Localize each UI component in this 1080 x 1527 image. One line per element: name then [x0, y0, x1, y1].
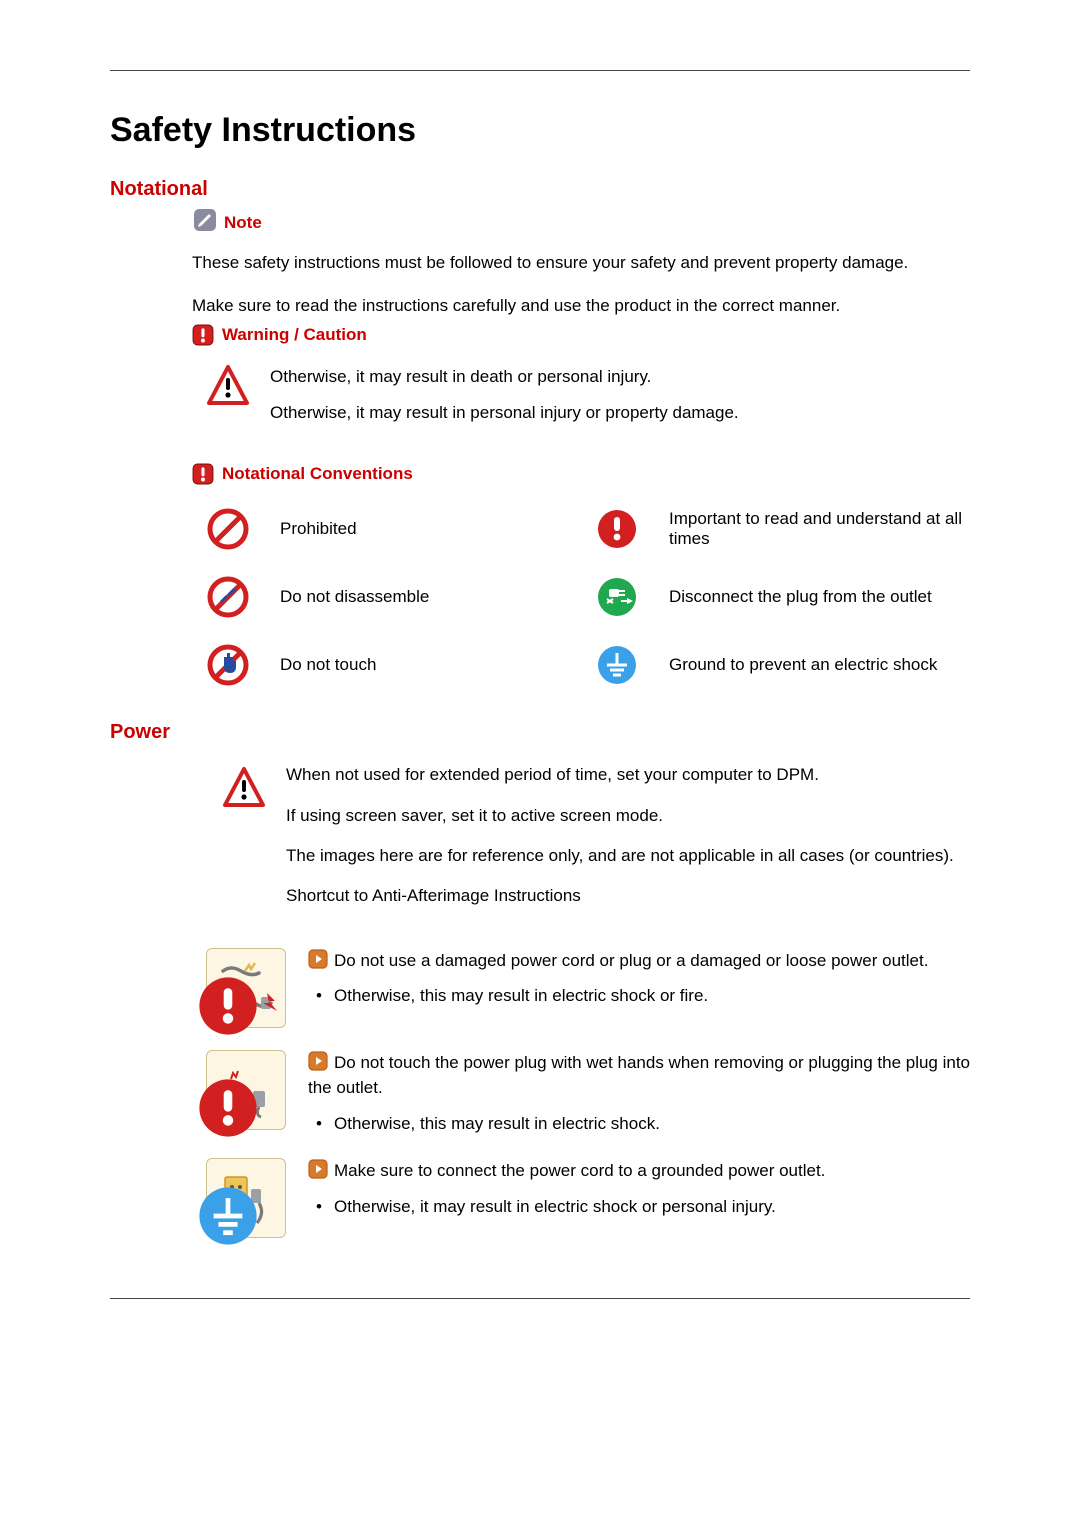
power-item-bullets: Otherwise, this may result in electric s…: [308, 1111, 970, 1137]
power-item-bullets: Otherwise, this may result in electric s…: [308, 983, 970, 1009]
section-heading-notational: Notational: [110, 178, 970, 201]
power-item-bullet: Otherwise, this may result in electric s…: [312, 983, 970, 1009]
power-warning-text: When not used for extended period of tim…: [286, 762, 954, 923]
conventions-heading: Notational Conventions: [222, 464, 413, 484]
conv-label-ground: Ground to prevent an electric shock: [669, 655, 970, 675]
illustration-damaged-cord: [206, 948, 286, 1028]
section-heading-power: Power: [110, 721, 970, 744]
important-badge-icon: [197, 1077, 259, 1139]
bullet-icon: [308, 1051, 328, 1071]
notational-para-1: These safety instructions must be follow…: [192, 251, 970, 276]
conventions-heading-row: Notational Conventions: [192, 463, 970, 485]
warning-heading-row: Warning / Caution: [192, 324, 970, 346]
power-item-bullets: Otherwise, it may result in electric sho…: [308, 1194, 970, 1220]
important-badge-icon: [197, 975, 259, 1037]
document-page: Safety Instructions Notational Note Thes…: [0, 0, 1080, 1359]
no-disassemble-icon: [206, 575, 250, 619]
warning-heading: Warning / Caution: [222, 325, 367, 345]
conventions-grid: Prohibited Important to read and underst…: [206, 507, 970, 687]
power-warn-line-4: Shortcut to Anti-Afterimage Instructions: [286, 883, 954, 909]
note-callout: Note: [192, 207, 970, 233]
power-content: When not used for extended period of tim…: [192, 762, 970, 1238]
page-title: Safety Instructions: [110, 111, 970, 150]
bullet-icon: [308, 949, 328, 969]
no-touch-icon: [206, 643, 250, 687]
important-icon: [595, 507, 639, 551]
power-item-title: Do not use a damaged power cord or plug …: [308, 948, 970, 974]
conv-label-nodisassemble: Do not disassemble: [280, 587, 581, 607]
notational-content: Note These safety instructions must be f…: [192, 207, 970, 687]
power-item-title-text: Do not use a damaged power cord or plug …: [334, 951, 928, 970]
power-item-title-text: Do not touch the power plug with wet han…: [308, 1053, 970, 1098]
note-icon: [192, 207, 218, 233]
exclamation-icon: [192, 463, 214, 485]
warning-line-1: Otherwise, it may result in death or per…: [270, 364, 739, 390]
power-item-title: Make sure to connect the power cord to a…: [308, 1158, 970, 1184]
illustration-grounded-outlet: [206, 1158, 286, 1238]
illustration-wet-hands: [206, 1050, 286, 1130]
ground-icon: [595, 643, 639, 687]
conv-label-prohibited: Prohibited: [280, 519, 581, 539]
warning-text: Otherwise, it may result in death or per…: [270, 364, 739, 435]
conv-label-important: Important to read and understand at all …: [669, 509, 970, 549]
warning-triangle-icon: [206, 364, 250, 408]
power-item-body: Do not touch the power plug with wet han…: [308, 1050, 970, 1137]
exclamation-icon: [192, 324, 214, 346]
power-item-body: Do not use a damaged power cord or plug …: [308, 948, 970, 1009]
power-item: Do not use a damaged power cord or plug …: [206, 948, 970, 1028]
power-warn-line-2: If using screen saver, set it to active …: [286, 803, 954, 829]
power-item: Do not touch the power plug with wet han…: [206, 1050, 970, 1137]
power-warning-block: When not used for extended period of tim…: [222, 762, 970, 923]
power-item-title-text: Make sure to connect the power cord to a…: [334, 1161, 825, 1180]
warning-line-2: Otherwise, it may result in personal inj…: [270, 400, 739, 426]
power-item-title: Do not touch the power plug with wet han…: [308, 1050, 970, 1101]
power-item-bullet: Otherwise, it may result in electric sho…: [312, 1194, 970, 1220]
power-warn-line-3: The images here are for reference only, …: [286, 843, 954, 869]
bottom-rule: [110, 1298, 970, 1299]
power-warn-line-1: When not used for extended period of tim…: [286, 762, 954, 788]
note-label: Note: [224, 213, 262, 233]
conv-label-disconnect: Disconnect the plug from the outlet: [669, 587, 970, 607]
warning-block: Otherwise, it may result in death or per…: [206, 364, 970, 435]
conv-label-notouch: Do not touch: [280, 655, 581, 675]
power-item-bullet: Otherwise, this may result in electric s…: [312, 1111, 970, 1137]
disconnect-plug-icon: [595, 575, 639, 619]
top-rule: [110, 70, 970, 71]
notational-para-2: Make sure to read the instructions caref…: [192, 294, 970, 319]
power-item-body: Make sure to connect the power cord to a…: [308, 1158, 970, 1219]
warning-triangle-icon: [222, 766, 266, 810]
prohibited-icon: [206, 507, 250, 551]
ground-badge-icon: [197, 1185, 259, 1247]
power-item: Make sure to connect the power cord to a…: [206, 1158, 970, 1238]
bullet-icon: [308, 1159, 328, 1179]
